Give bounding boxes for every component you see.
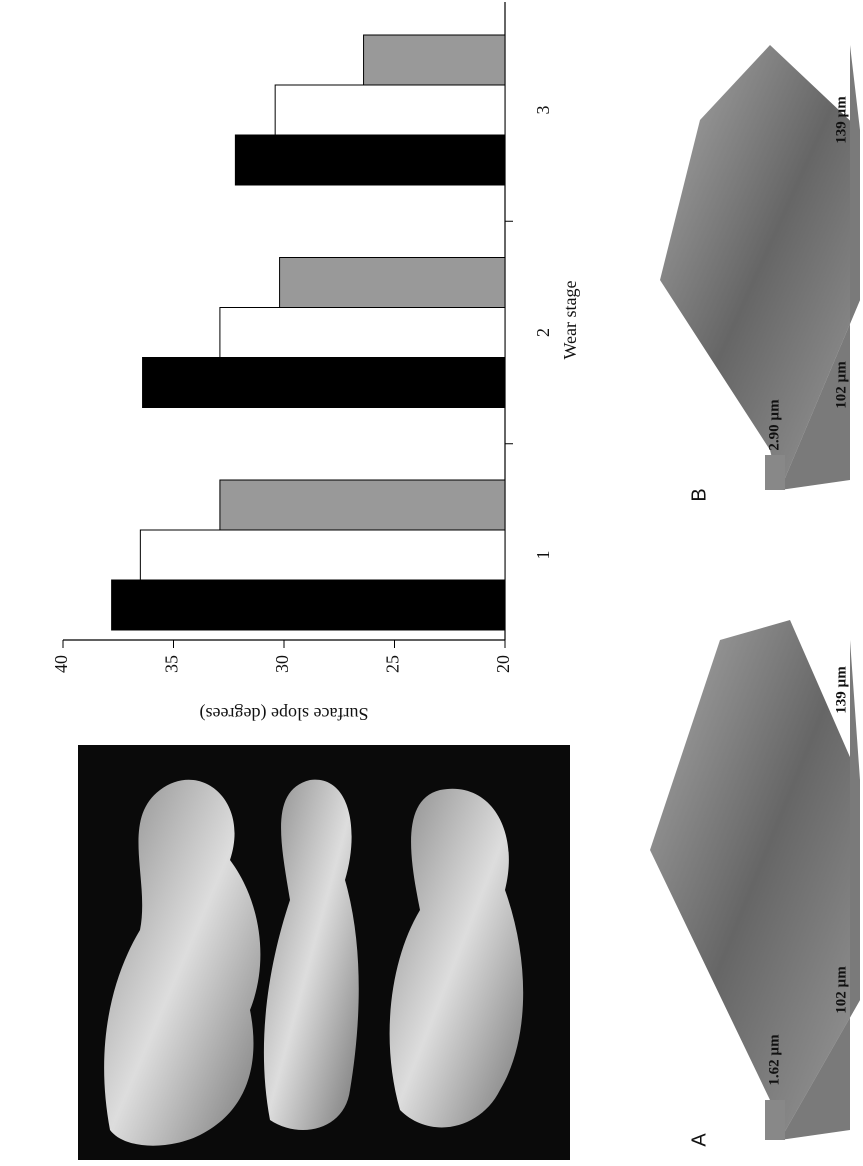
y-tick-label: 30 xyxy=(272,655,292,673)
height-label: 1.62 µm xyxy=(766,1034,782,1086)
panel-label: A xyxy=(688,1133,710,1147)
bar xyxy=(143,358,505,408)
bar xyxy=(220,308,505,358)
bar xyxy=(112,580,505,630)
bar xyxy=(235,135,505,185)
x-tick-label: 2 xyxy=(533,328,553,337)
bar xyxy=(140,530,505,580)
y-tick-label: 25 xyxy=(383,655,403,673)
length-label: 139 µm xyxy=(833,666,849,714)
surface-a xyxy=(650,620,860,1140)
y-tick-label: 40 xyxy=(51,655,71,673)
surface-b xyxy=(660,45,860,490)
x-tick-label: 3 xyxy=(533,106,553,115)
width-label: 102 µm xyxy=(833,361,849,409)
y-tick-label: 20 xyxy=(493,655,513,673)
y-tick-label: 35 xyxy=(162,655,182,673)
bar xyxy=(364,35,505,85)
panel-label: B xyxy=(688,488,710,501)
length-label: 139 µm xyxy=(833,96,849,144)
x-axis-title: Wear stage xyxy=(560,280,580,359)
bar xyxy=(220,480,505,530)
figure: A 1.62 µm 102 µm 139 µm B 2.90 µm 102 µm… xyxy=(0,0,863,1166)
x-tick-label: 1 xyxy=(533,551,553,560)
tooth-photo xyxy=(78,745,570,1160)
bar xyxy=(275,85,505,135)
width-label: 102 µm xyxy=(833,966,849,1014)
y-axis-title: Surface slope (degrees) xyxy=(200,703,369,724)
bar xyxy=(280,258,505,308)
height-label: 2.90 µm xyxy=(766,399,782,451)
